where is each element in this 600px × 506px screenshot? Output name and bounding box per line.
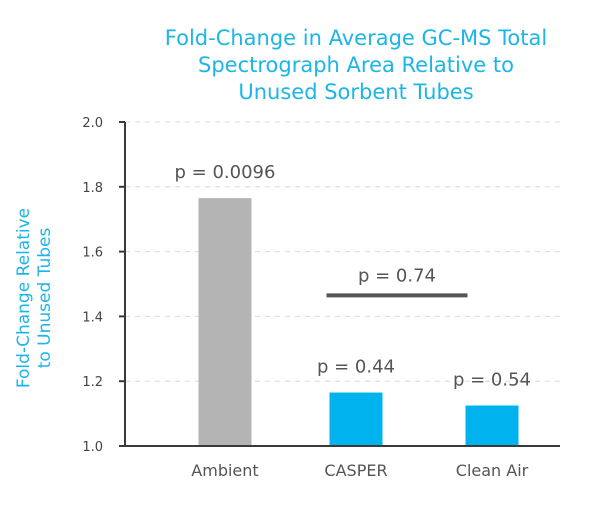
bar-p-value-labels: p = 0.0096 p = 0.44 p = 0.54 bbox=[175, 162, 531, 390]
gridlines bbox=[125, 121, 560, 382]
chart-title-line-1: Fold-Change in Average GC-MS Total bbox=[165, 26, 547, 50]
x-category-label: Clean Air bbox=[456, 461, 529, 480]
y-axis-title: Fold-Change Relative to Unused Tubes bbox=[14, 208, 55, 388]
x-category-labels: Ambient CASPER Clean Air bbox=[191, 461, 528, 480]
y-axis-title-line-1: Fold-Change Relative bbox=[14, 208, 34, 388]
y-tick-label: 2.0 bbox=[82, 116, 103, 131]
y-axis-title-line-2: to Unused Tubes bbox=[35, 228, 55, 369]
bar-clean-air bbox=[465, 405, 519, 446]
bar-p-value-label: p = 0.0096 bbox=[175, 162, 276, 183]
y-tick-label: 1.2 bbox=[82, 375, 103, 390]
y-tick-label: 1.4 bbox=[82, 310, 103, 325]
x-category-label: CASPER bbox=[324, 461, 387, 480]
y-tick-labels: 1.0 1.2 1.4 1.6 1.8 2.0 bbox=[82, 116, 103, 455]
chart-title: Fold-Change in Average GC-MS Total Spect… bbox=[165, 26, 547, 104]
x-category-label: Ambient bbox=[191, 461, 258, 480]
chart-title-line-3: Unused Sorbent Tubes bbox=[238, 80, 473, 104]
chart-title-line-2: Spectrograph Area Relative to bbox=[198, 53, 514, 77]
bar-ambient bbox=[198, 198, 252, 446]
y-tick-label: 1.6 bbox=[82, 246, 103, 261]
y-tick-label: 1.0 bbox=[82, 440, 103, 455]
axes bbox=[119, 121, 560, 447]
bar-p-value-label: p = 0.44 bbox=[317, 357, 395, 378]
bar-casper bbox=[329, 392, 383, 446]
y-tick-label: 1.8 bbox=[82, 181, 103, 196]
comparison-p-value-label: p = 0.74 bbox=[358, 265, 436, 286]
bars bbox=[198, 198, 519, 446]
bar-p-value-label: p = 0.54 bbox=[453, 370, 531, 391]
comparison-annotation: p = 0.74 bbox=[326, 265, 468, 298]
